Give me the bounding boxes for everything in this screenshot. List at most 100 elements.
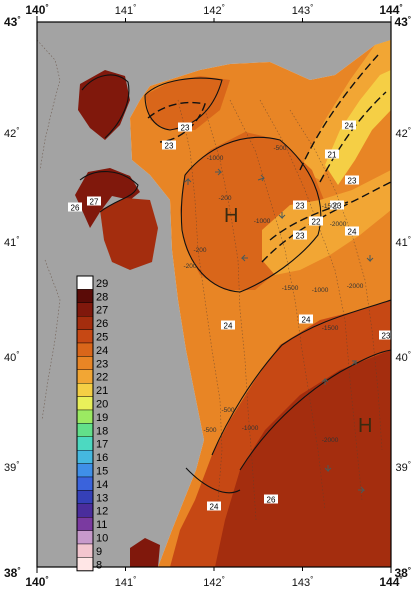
lon-label-top-140: 140°	[25, 3, 48, 17]
lon-label-bottom-144: 144°	[379, 575, 402, 589]
colorbar-swatch-9	[76, 543, 94, 558]
sst-contour-label: 23	[382, 332, 391, 341]
sst-label-box	[68, 202, 82, 212]
sst-label-box	[293, 230, 307, 240]
sst-label-box	[309, 216, 323, 226]
depth-label: -200	[183, 263, 196, 270]
lat-label-left-40: 40°	[4, 350, 19, 364]
colorbar-swatch-11	[76, 517, 94, 531]
sst-label-box	[162, 140, 176, 150]
colorbar-swatch-14	[76, 476, 94, 491]
mutsu-warm	[78, 70, 130, 140]
depth-label: -1500	[322, 325, 339, 332]
depth-label: -500	[273, 145, 286, 152]
sst-label-box	[379, 330, 391, 340]
colorbar-swatch-26	[76, 316, 94, 330]
depth-label: -1000	[254, 218, 271, 225]
colorbar-swatch-19	[76, 409, 94, 424]
colorbar-label-16: 16	[96, 452, 108, 464]
colorbar-swatch-24	[76, 342, 94, 357]
sst-label-box	[178, 122, 192, 132]
lat-label-right-39: 39°	[396, 460, 411, 474]
depth-label: -1500	[322, 203, 339, 210]
colorbar-label-29: 29	[96, 278, 108, 290]
colorbar-label-10: 10	[96, 533, 108, 545]
sst-contour-label: 26	[71, 204, 80, 213]
depth-label: -200	[218, 195, 231, 202]
depth-label: -2000	[330, 221, 347, 228]
sst-label-box	[264, 494, 278, 504]
sst-label-box	[87, 196, 101, 206]
sst-label-box	[330, 200, 344, 210]
colorbar-swatch-21	[76, 383, 94, 397]
lat-label-right-38: 38°	[394, 566, 411, 580]
high-label-north: H	[224, 205, 238, 227]
colorbar-swatch-10	[76, 530, 94, 545]
lat-label-left-41: 41°	[4, 235, 19, 249]
lat-label-left-42: 42°	[4, 126, 19, 140]
colorbar-label-23: 23	[96, 358, 108, 370]
cool-band-north	[300, 40, 391, 180]
lon-label-bottom-141: 141°	[115, 575, 137, 589]
axis-labels: 140° 140° 141° 141° 142° 142° 143° 143° 144° 144°…	[4, 3, 411, 589]
strait-warm	[75, 168, 140, 228]
colorbar-label-24: 24	[96, 345, 108, 357]
colorbar-label-9: 9	[96, 546, 102, 558]
colorbar-swatch-12	[76, 503, 94, 518]
sst-contour-label: 24	[348, 228, 357, 237]
colorbar-swatch-18	[76, 423, 94, 437]
bathymetry	[37, 39, 383, 521]
lon-label-bottom-140: 140°	[25, 575, 48, 589]
lat-label-right-43: 43°	[394, 15, 411, 29]
sst-contour-label: 27	[90, 198, 99, 207]
colorbar-label-11: 11	[96, 519, 107, 531]
lon-label-top-142: 142°	[203, 3, 225, 17]
depth-label: -1000	[312, 287, 329, 294]
colorbar-label-18: 18	[96, 425, 108, 437]
sst-contour-label: 23	[181, 124, 190, 133]
lon-label-top-144: 144°	[379, 3, 402, 17]
colorbar-label-25: 25	[96, 332, 108, 344]
colorbar-label-8: 8	[96, 559, 102, 571]
colorbar-label-14: 14	[96, 479, 108, 491]
lat-label-right-41: 41°	[396, 235, 411, 249]
colorbar-swatch-23	[76, 356, 94, 370]
colorbar-label-21: 21	[96, 385, 108, 397]
sst-contour-label: 24	[302, 316, 311, 325]
sst-contour-label: 26	[267, 496, 276, 505]
colorbar-label-28: 28	[96, 291, 108, 303]
south-patch	[130, 538, 160, 567]
colorbar-swatch-16	[76, 450, 94, 464]
colorbar-label-12: 12	[96, 506, 108, 518]
lat-label-right-40: 40°	[396, 350, 411, 364]
sst-contour-label: 23	[333, 202, 342, 211]
depth-label: -1000	[242, 425, 259, 432]
colorbar-label-17: 17	[96, 439, 108, 451]
cold-filament	[262, 170, 391, 275]
colorbar-label-27: 27	[96, 305, 108, 317]
colorbar-swatch-27	[76, 302, 94, 317]
colorbar-label-19: 19	[96, 412, 108, 424]
sst-label-box	[345, 175, 359, 185]
lat-label-left-38: 38°	[4, 566, 21, 580]
lon-label-top-143: 143°	[292, 3, 314, 17]
depth-label: -1000	[207, 155, 224, 162]
colorbar-swatch-22	[76, 369, 94, 384]
sst-dashed	[147, 54, 391, 263]
sst-label-box	[345, 226, 359, 236]
sst-contour-label: 24	[224, 322, 233, 331]
sst-contour-label: 24	[345, 122, 354, 131]
sst-contour-label: 23	[296, 202, 305, 211]
cool-band-core	[325, 70, 391, 185]
lon-label-bottom-142: 142°	[203, 575, 225, 589]
tick-marks	[36, 16, 392, 573]
colorbar-swatch-13	[76, 490, 94, 504]
colorbar-swatch-17	[76, 436, 94, 451]
sst-label-box	[325, 149, 339, 159]
lat-label-right-42: 42°	[396, 126, 411, 140]
high-label-south: H	[358, 415, 372, 437]
